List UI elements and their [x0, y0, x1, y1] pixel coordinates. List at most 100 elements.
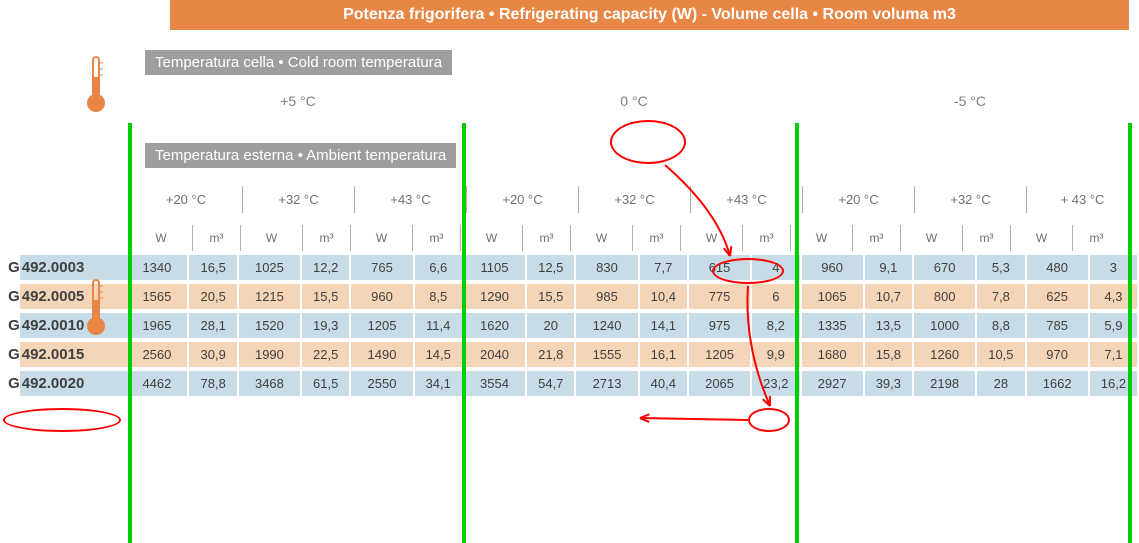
data-cell: 800 [914, 284, 975, 309]
data-cell: 19,3 [302, 313, 349, 338]
data-cell: 1105 [464, 255, 525, 280]
unit-header: W [790, 225, 852, 251]
model-prefix: G [0, 255, 20, 280]
data-cell: 21,8 [527, 342, 574, 367]
data-cell: 61,5 [302, 371, 349, 396]
data-cell: 1335 [802, 313, 863, 338]
unit-header: W [570, 225, 632, 251]
data-cell: 40,4 [640, 371, 687, 396]
green-divider [795, 123, 799, 543]
highlight-ellipse [3, 408, 121, 432]
unit-header: m³ [412, 225, 460, 251]
data-cell: 1340 [126, 255, 187, 280]
data-cell: 4 [752, 255, 799, 280]
green-divider [128, 123, 132, 543]
model-code: 492.0003 [20, 255, 127, 280]
data-cell: 615 [689, 255, 750, 280]
unit-header: W [350, 225, 412, 251]
table-row: G492.0005156520,5121515,59608,5129015,59… [0, 284, 1139, 309]
cold-temp-row: +5 °C0 °C-5 °C [130, 93, 1139, 109]
ambient-temp-header: +32 °C [242, 186, 354, 213]
data-cell: 78,8 [189, 371, 236, 396]
ambient-temp-header: +20 °C [466, 186, 578, 213]
data-cell: 830 [576, 255, 637, 280]
data-cell: 785 [1027, 313, 1088, 338]
data-cell: 28 [977, 371, 1024, 396]
unit-header: m³ [962, 225, 1010, 251]
data-cell: 7,8 [977, 284, 1024, 309]
unit-header: m³ [192, 225, 240, 251]
data-cell: 7,7 [640, 255, 687, 280]
data-cell: 1025 [239, 255, 300, 280]
data-cell: 1205 [351, 313, 412, 338]
data-cell: 11,4 [415, 313, 462, 338]
data-cell: 985 [576, 284, 637, 309]
data-cell: 1662 [1027, 371, 1088, 396]
data-cell: 3554 [464, 371, 525, 396]
unit-header: m³ [522, 225, 570, 251]
ambient-temp-header: + 43 °C [1026, 186, 1138, 213]
ambient-temp-label: Temperatura esterna • Ambient temperatur… [145, 143, 456, 168]
data-cell: 1490 [351, 342, 412, 367]
data-cell: 9,9 [752, 342, 799, 367]
unit-header: m³ [1072, 225, 1120, 251]
table-row: G492.0010196528,1152019,3120511,41620201… [0, 313, 1139, 338]
data-cell: 10,5 [977, 342, 1024, 367]
unit-header: m³ [302, 225, 350, 251]
data-cell: 1260 [914, 342, 975, 367]
model-code: 492.0020 [20, 371, 127, 396]
data-cell: 3468 [239, 371, 300, 396]
data-cell: 625 [1027, 284, 1088, 309]
data-cell: 16,1 [640, 342, 687, 367]
data-cell: 14,1 [640, 313, 687, 338]
data-cell: 39,3 [865, 371, 912, 396]
data-cell: 14,5 [415, 342, 462, 367]
data-cell: 30,9 [189, 342, 236, 367]
table-row: G492.0015256030,9199022,5149014,5204021,… [0, 342, 1139, 367]
data-cell: 1520 [239, 313, 300, 338]
cold-temp-header: 0 °C [466, 93, 802, 109]
unit-header: W [1010, 225, 1072, 251]
green-divider [1128, 123, 1132, 543]
data-cell: 8,5 [415, 284, 462, 309]
table-area: +5 °C0 °C-5 °C Temperatura esterna • Amb… [0, 93, 1139, 396]
data-cell: 12,5 [527, 255, 574, 280]
cold-temp-label: Temperatura cella • Cold room temperatur… [145, 50, 452, 75]
thermometer-icon [85, 278, 107, 338]
unit-header: W [460, 225, 522, 251]
data-cell: 960 [802, 255, 863, 280]
data-cell: 13,5 [865, 313, 912, 338]
model-code: 492.0005 [20, 284, 127, 309]
unit-header: m³ [742, 225, 790, 251]
data-cell: 54,7 [527, 371, 574, 396]
data-cell: 970 [1027, 342, 1088, 367]
model-prefix: G [0, 371, 20, 396]
data-cell: 8,2 [752, 313, 799, 338]
ambient-temp-header: +20 °C [802, 186, 914, 213]
data-cell: 34,1 [415, 371, 462, 396]
data-cell: 2713 [576, 371, 637, 396]
data-cell: 20 [527, 313, 574, 338]
data-cell: 1620 [464, 313, 525, 338]
unit-row: Wm³Wm³Wm³Wm³Wm³Wm³Wm³Wm³Wm³ [130, 225, 1139, 251]
data-cell: 1065 [802, 284, 863, 309]
unit-header: W [240, 225, 302, 251]
data-cell: 775 [689, 284, 750, 309]
green-divider [462, 123, 466, 543]
data-cell: 1000 [914, 313, 975, 338]
data-cell: 2550 [351, 371, 412, 396]
main-header: Potenza frigorifera • Refrigerating capa… [170, 0, 1129, 30]
data-cell: 2927 [802, 371, 863, 396]
data-cell: 23,2 [752, 371, 799, 396]
data-cell: 10,7 [865, 284, 912, 309]
data-cell: 765 [351, 255, 412, 280]
unit-header: W [130, 225, 192, 251]
ambient-temp-header: +32 °C [914, 186, 1026, 213]
model-prefix: G [0, 342, 20, 367]
highlight-arrow [610, 388, 778, 450]
data-cell: 8,8 [977, 313, 1024, 338]
cold-temp-header: +5 °C [130, 93, 466, 109]
data-cell: 670 [914, 255, 975, 280]
unit-header: W [900, 225, 962, 251]
data-cell: 1205 [689, 342, 750, 367]
